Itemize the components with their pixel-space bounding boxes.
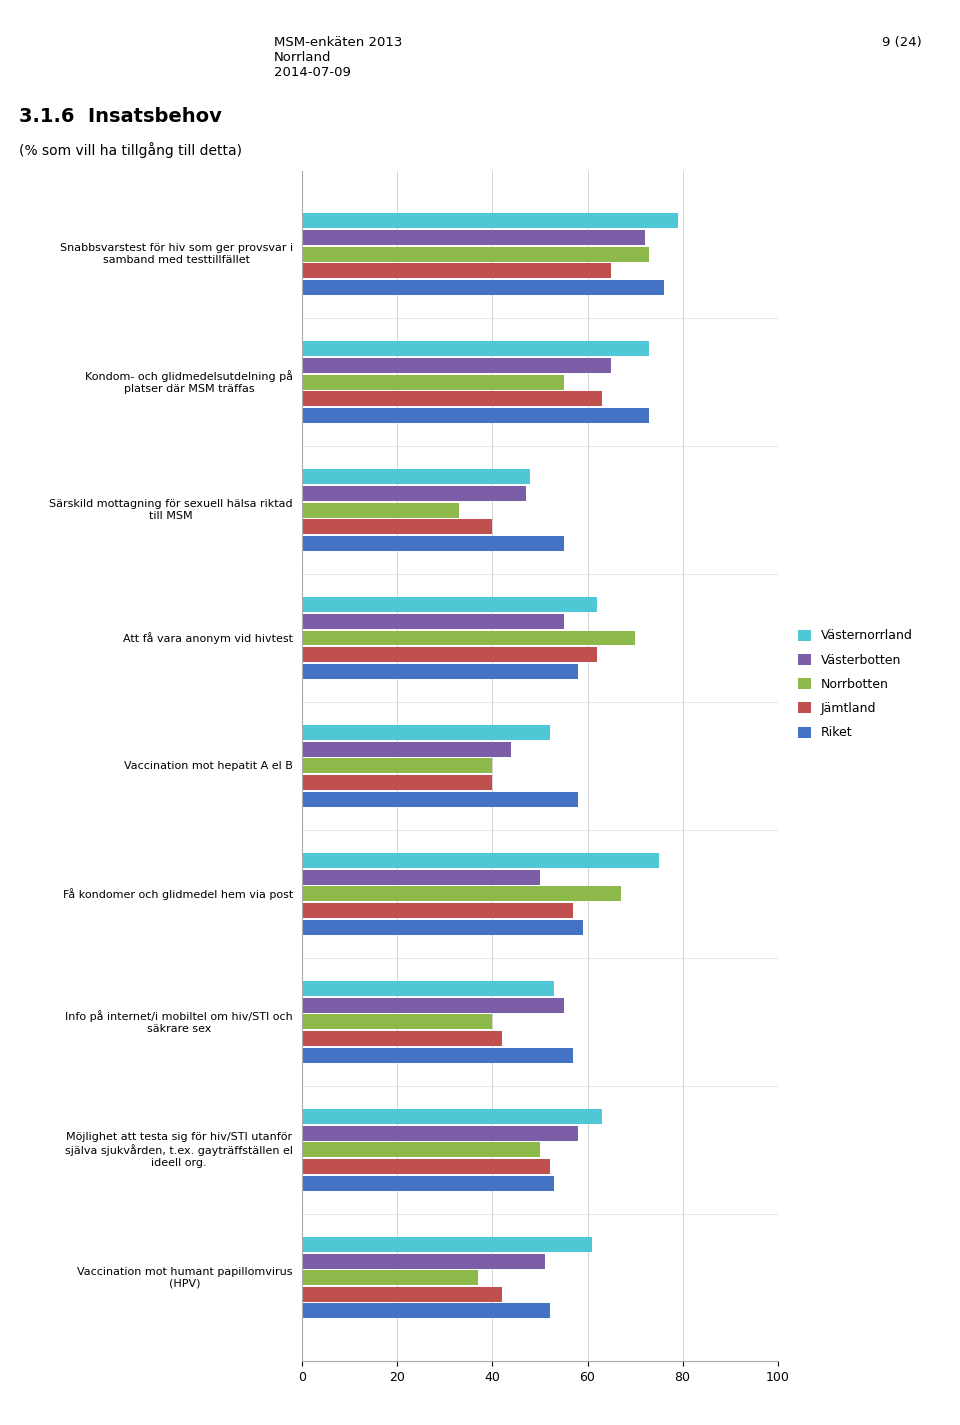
Text: Få kondomer och glidmedel hem via post: Få kondomer och glidmedel hem via post bbox=[62, 888, 293, 899]
Bar bbox=[302, 342, 649, 356]
Bar bbox=[302, 664, 578, 678]
Text: Snabbsvarstest för hiv som ger provsvar i
samband med testtillfället: Snabbsvarstest för hiv som ger provsvar … bbox=[60, 244, 293, 265]
Bar bbox=[302, 597, 597, 613]
Bar bbox=[302, 279, 663, 295]
Bar bbox=[302, 980, 554, 996]
Bar bbox=[302, 375, 564, 389]
Text: 9 (24): 9 (24) bbox=[882, 36, 922, 48]
Bar bbox=[302, 1126, 578, 1140]
Bar bbox=[302, 1287, 502, 1302]
Bar bbox=[302, 903, 573, 918]
Bar bbox=[302, 247, 649, 262]
Bar bbox=[302, 1143, 540, 1157]
Text: MSM-enkäten 2013
Norrland
2014-07-09: MSM-enkäten 2013 Norrland 2014-07-09 bbox=[274, 36, 402, 78]
Legend: Västernorrland, Västerbotten, Norrbotten, Jämtland, Riket: Västernorrland, Västerbotten, Norrbotten… bbox=[798, 630, 913, 740]
Bar bbox=[302, 1270, 478, 1285]
Bar bbox=[302, 1109, 602, 1124]
Text: (% som vill ha tillgång till detta): (% som vill ha tillgång till detta) bbox=[19, 142, 242, 158]
Bar bbox=[302, 869, 540, 885]
Bar bbox=[302, 536, 564, 551]
Bar bbox=[302, 997, 564, 1013]
Bar bbox=[302, 408, 649, 423]
Bar bbox=[302, 792, 578, 807]
Bar bbox=[302, 1176, 554, 1190]
Text: Särskild mottagning för sexuell hälsa riktad
till MSM: Särskild mottagning för sexuell hälsa ri… bbox=[49, 499, 293, 522]
Bar bbox=[302, 214, 678, 228]
Bar bbox=[302, 503, 459, 517]
Bar bbox=[302, 854, 659, 868]
Bar bbox=[302, 486, 526, 502]
Text: Att få vara anonym vid hivtest: Att få vara anonym vid hivtest bbox=[123, 633, 293, 644]
Bar bbox=[302, 886, 621, 902]
Bar bbox=[302, 758, 492, 774]
Bar bbox=[302, 1030, 502, 1046]
Bar bbox=[302, 614, 564, 628]
Bar bbox=[302, 469, 531, 485]
Bar bbox=[302, 725, 549, 740]
Bar bbox=[302, 392, 602, 406]
Bar bbox=[302, 229, 644, 245]
Text: Vaccination mot hepatit A el B: Vaccination mot hepatit A el B bbox=[124, 761, 293, 771]
Bar bbox=[302, 775, 492, 789]
Bar bbox=[302, 1047, 573, 1063]
Bar bbox=[302, 1237, 592, 1253]
Bar bbox=[302, 742, 512, 757]
Text: Vaccination mot humant papillomvirus
(HPV): Vaccination mot humant papillomvirus (HP… bbox=[78, 1267, 293, 1288]
Bar bbox=[302, 1159, 549, 1174]
Bar bbox=[302, 358, 612, 373]
Text: 3.1.6  Insatsbehov: 3.1.6 Insatsbehov bbox=[19, 107, 222, 125]
Bar bbox=[302, 1015, 492, 1029]
Bar bbox=[302, 630, 636, 646]
Text: Möjlighet att testa sig för hiv/STI utanför
själva sjukvården, t.ex. gayträffstä: Möjlighet att testa sig för hiv/STI utan… bbox=[65, 1131, 293, 1167]
Bar bbox=[302, 1304, 549, 1318]
Text: Info på internet/i mobiltel om hiv/STI och
säkrare sex: Info på internet/i mobiltel om hiv/STI o… bbox=[65, 1010, 293, 1033]
Bar bbox=[302, 264, 612, 278]
Bar bbox=[302, 1254, 544, 1268]
Bar bbox=[302, 919, 583, 935]
Bar bbox=[302, 647, 597, 663]
Text: Kondom- och glidmedelsutdelning på
platser där MSM träffas: Kondom- och glidmedelsutdelning på plats… bbox=[84, 370, 293, 393]
Bar bbox=[302, 519, 492, 534]
